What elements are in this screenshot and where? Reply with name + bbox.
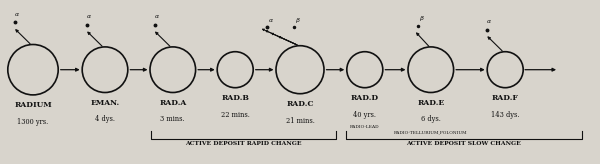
Text: RAD.D: RAD.D (351, 94, 379, 102)
Text: 40 yrs.: 40 yrs. (353, 111, 376, 119)
Text: ACTIVE DEPOSIT RAPID CHANGE: ACTIVE DEPOSIT RAPID CHANGE (185, 141, 302, 146)
Text: RAD.C: RAD.C (286, 100, 314, 108)
Text: 143 dys.: 143 dys. (491, 111, 520, 119)
Text: 22 mins.: 22 mins. (221, 111, 250, 119)
Text: α: α (487, 19, 491, 24)
Text: 21 mins.: 21 mins. (286, 117, 314, 125)
Text: α: α (87, 14, 91, 19)
Text: 3 mins.: 3 mins. (160, 115, 185, 123)
Text: β: β (420, 16, 424, 21)
Text: 4 dys.: 4 dys. (95, 115, 115, 123)
Text: RADIUM: RADIUM (14, 102, 52, 109)
Text: α: α (269, 18, 273, 23)
Text: RADIO-TELLURIUM,POLONIUM: RADIO-TELLURIUM,POLONIUM (394, 130, 467, 134)
Text: 6 dys.: 6 dys. (421, 115, 441, 123)
Text: ACTIVE DEPOSIT SLOW CHANGE: ACTIVE DEPOSIT SLOW CHANGE (406, 141, 521, 146)
Text: α: α (15, 12, 19, 17)
Text: RADIO-LEAD: RADIO-LEAD (350, 125, 380, 129)
Text: EMAN.: EMAN. (91, 99, 119, 107)
Text: β: β (296, 18, 300, 23)
Text: α: α (155, 14, 158, 19)
Text: RAD.B: RAD.B (221, 94, 249, 102)
Text: RAD.F: RAD.F (492, 94, 518, 102)
Text: 1300 yrs.: 1300 yrs. (17, 118, 49, 126)
Text: RAD.E: RAD.E (417, 99, 445, 107)
Text: RAD.A: RAD.A (159, 99, 187, 107)
